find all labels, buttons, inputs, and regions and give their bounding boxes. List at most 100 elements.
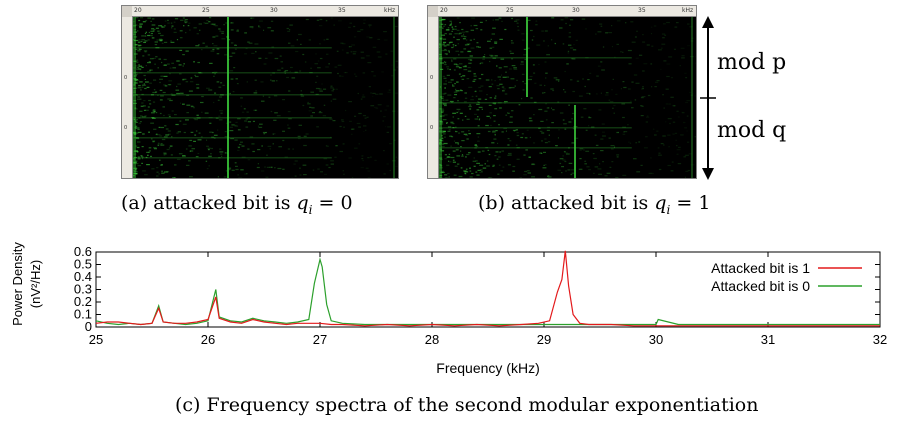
noise-dot xyxy=(623,131,628,133)
noise-dot xyxy=(299,174,302,176)
noise-dot xyxy=(160,75,164,77)
noise-dot xyxy=(263,132,265,134)
noise-dot xyxy=(317,67,321,69)
x-tick-label: 26 xyxy=(201,332,215,347)
horizontal-band xyxy=(133,157,332,159)
noise-dot xyxy=(234,124,237,126)
noise-dot xyxy=(655,81,659,83)
noise-dot xyxy=(578,168,583,170)
noise-dot xyxy=(316,19,320,21)
noise-dot xyxy=(503,127,507,130)
noise-dot xyxy=(628,63,632,65)
noise-dot xyxy=(595,93,598,95)
noise-dot xyxy=(254,109,257,111)
noise-dot xyxy=(319,25,323,27)
noise-dot xyxy=(450,156,455,159)
noise-dot xyxy=(507,164,511,166)
noise-dot xyxy=(158,38,163,40)
noise-dot xyxy=(229,121,232,123)
noise-dot xyxy=(144,109,149,111)
noise-dot xyxy=(494,95,497,97)
noise-dot xyxy=(224,152,227,154)
noise-dot xyxy=(237,174,239,176)
noise-dot xyxy=(576,80,580,82)
spectrogram-a-ruler: 20 25 30 35 kHz xyxy=(132,6,398,17)
noise-dot xyxy=(562,119,565,121)
noise-dot xyxy=(310,67,312,69)
noise-dot xyxy=(370,92,372,94)
noise-dot xyxy=(544,138,547,140)
noise-dot xyxy=(616,20,621,22)
noise-dot xyxy=(443,25,445,27)
noise-dot xyxy=(450,122,454,125)
noise-dot xyxy=(297,135,301,137)
noise-dot xyxy=(231,52,236,54)
noise-dot xyxy=(667,164,671,167)
noise-dot xyxy=(599,163,601,165)
noise-dot xyxy=(547,107,550,109)
noise-dot xyxy=(360,167,364,169)
noise-dot xyxy=(494,55,498,57)
noise-dot xyxy=(581,18,586,20)
noise-dot xyxy=(133,67,137,69)
noise-dot xyxy=(169,145,173,147)
noise-dot xyxy=(451,59,453,61)
noise-dot xyxy=(362,159,364,162)
noise-dot xyxy=(137,96,141,98)
noise-dot xyxy=(564,160,567,163)
noise-dot xyxy=(160,144,165,146)
noise-dot xyxy=(439,177,443,178)
noise-dot xyxy=(141,39,146,41)
noise-dot xyxy=(474,90,477,93)
noise-dot xyxy=(446,29,450,31)
noise-dot xyxy=(161,172,165,174)
noise-dot xyxy=(220,153,223,155)
noise-dot xyxy=(151,18,155,20)
noise-dot xyxy=(153,128,157,130)
noise-dot xyxy=(568,32,571,34)
noise-dot xyxy=(439,46,441,48)
noise-dot xyxy=(689,56,694,58)
noise-dot xyxy=(674,132,678,134)
noise-dot xyxy=(319,90,323,92)
noise-dot xyxy=(286,76,289,79)
noise-dot xyxy=(495,130,498,132)
noise-dot xyxy=(515,19,520,21)
noise-dot xyxy=(598,173,602,175)
noise-dot xyxy=(645,121,648,123)
noise-dot xyxy=(544,142,548,144)
noise-dot xyxy=(155,112,158,114)
noise-dot xyxy=(389,169,391,172)
noise-dot xyxy=(448,42,451,44)
noise-dot xyxy=(186,164,190,166)
noise-dot xyxy=(653,25,657,27)
noise-dot xyxy=(451,23,453,25)
noise-dot xyxy=(453,97,456,99)
noise-dot xyxy=(133,71,138,74)
noise-dot xyxy=(687,169,691,172)
noise-dot xyxy=(518,104,521,106)
noise-dot xyxy=(161,170,163,172)
noise-dot xyxy=(312,169,315,171)
noise-dot xyxy=(160,25,163,27)
noise-dot xyxy=(171,27,173,29)
noise-dot xyxy=(217,176,219,178)
noise-dot xyxy=(595,33,597,35)
noise-dot xyxy=(611,161,614,163)
noise-dot xyxy=(651,86,653,88)
noise-dot xyxy=(439,37,443,39)
noise-dot xyxy=(139,98,142,100)
noise-dot xyxy=(468,152,471,154)
noise-dot xyxy=(500,58,505,60)
noise-dot xyxy=(606,172,611,174)
noise-dot xyxy=(478,98,482,100)
noise-dot xyxy=(171,94,176,96)
noise-dot xyxy=(267,27,272,29)
noise-dot xyxy=(439,108,442,110)
noise-dot xyxy=(253,109,258,111)
noise-dot xyxy=(198,72,202,74)
noise-dot xyxy=(232,91,235,93)
noise-dot xyxy=(566,63,569,65)
spectrogram-b: 20 25 30 35 kHz 0 0 xyxy=(427,5,697,179)
noise-dot xyxy=(299,70,302,72)
